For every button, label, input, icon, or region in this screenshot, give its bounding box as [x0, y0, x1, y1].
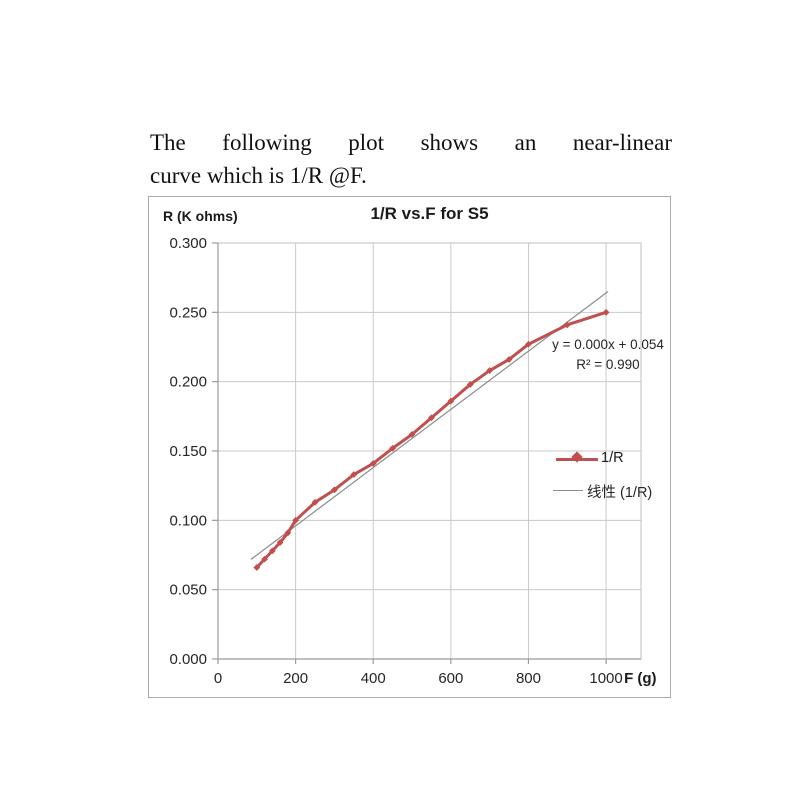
series-marker	[486, 367, 494, 374]
series-marker	[292, 516, 300, 524]
series-marker	[268, 547, 276, 555]
y-tick-label: 0.050	[169, 582, 207, 599]
trendline-r-squared: R² = 0.990	[576, 357, 640, 372]
intro-line-2: curve which is 1/R @F.	[150, 163, 367, 188]
legend-trendline-line-sample	[553, 490, 583, 491]
x-tick-label: 0	[214, 670, 222, 687]
series-marker	[389, 444, 397, 452]
series-marker	[408, 430, 416, 438]
y-tick-label: 0.000	[169, 651, 207, 668]
series-marker	[284, 529, 292, 537]
x-tick-label: 200	[283, 670, 308, 687]
series-marker	[428, 414, 435, 422]
series-marker	[602, 308, 610, 316]
plot-area: 0 200 400 600 800 1000 0.000 0.050 0.100 0.150 0.2…	[169, 235, 656, 687]
x-tick-label: 400	[361, 670, 386, 687]
series-marker	[447, 397, 455, 405]
y-tick-label: 0.250	[169, 304, 207, 321]
intro-text: The following plot shows an near-linear …	[150, 126, 672, 192]
series-marker	[311, 498, 319, 506]
y-tick-label: 0.300	[169, 235, 207, 252]
x-axis-title-svg: F (g)	[624, 670, 656, 687]
series-marker	[466, 381, 474, 388]
series-marker	[331, 486, 338, 494]
series-marker	[261, 555, 268, 563]
legend-trendline-label: 线性 (1/R)	[587, 485, 653, 501]
trendline-equation: y = 0.000x + 0.054	[552, 337, 664, 352]
y-tick-label: 0.100	[169, 512, 207, 529]
series-marker	[276, 539, 284, 546]
series-marker	[350, 471, 358, 478]
series-marker	[253, 564, 261, 571]
x-tick-label: 1000	[589, 670, 622, 687]
x-tick-label: 800	[516, 670, 541, 687]
legend-series-label: 1/R	[601, 450, 624, 466]
trendline	[250, 290, 609, 560]
trendline-annotation: y = 0.000x + 0.054 R² = 0.990	[533, 335, 683, 375]
chart-title: 1/R vs.F for S5	[370, 204, 489, 223]
x-tick-label: 600	[438, 670, 463, 687]
y-tick-label: 0.200	[169, 374, 207, 391]
chart: R (K ohms) 1/R vs.F for S5 0 200 400 600 800…	[148, 196, 671, 698]
series-marker	[369, 460, 377, 467]
series-marker	[525, 340, 532, 348]
intro-line-1: The following plot shows an near-linear	[150, 130, 672, 155]
y-axis-title: R (K ohms)	[163, 208, 238, 224]
series-marker	[505, 356, 513, 363]
y-tick-label: 0.150	[169, 443, 207, 460]
